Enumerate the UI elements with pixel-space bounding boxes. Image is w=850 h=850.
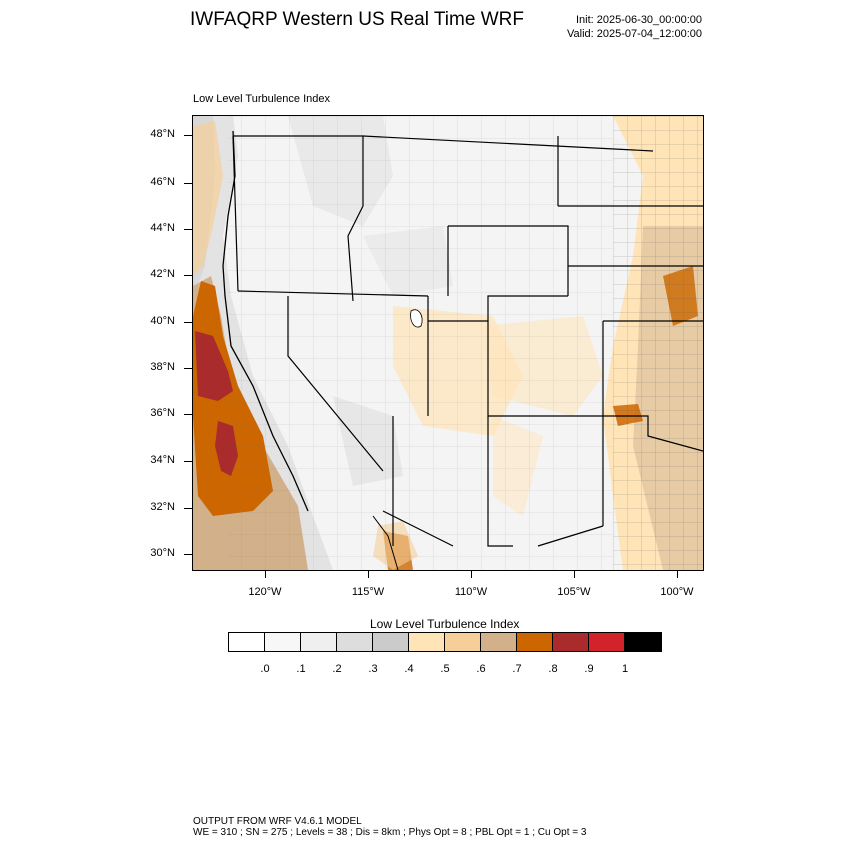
colorbar-swatch	[265, 633, 301, 651]
colorbar-swatch	[337, 633, 373, 651]
colorbar	[228, 632, 662, 652]
model-info-line1: OUTPUT FROM WRF V4.6.1 MODEL	[193, 816, 362, 827]
colorbar-label: .8	[548, 663, 558, 675]
colorbar-swatch	[229, 633, 265, 651]
lat-label: 36°N	[150, 407, 175, 419]
model-info-line2: WE = 310 ; SN = 275 ; Levels = 38 ; Dis …	[193, 827, 587, 838]
lat-tick	[184, 508, 192, 509]
lat-label: 32°N	[150, 501, 175, 513]
valid-time: Valid: 2025-07-04_12:00:00	[567, 28, 702, 40]
lat-tick	[184, 275, 192, 276]
lon-tick	[574, 570, 575, 578]
colorbar-label: .9	[584, 663, 594, 675]
lon-label: 105°W	[557, 586, 591, 598]
lon-label: 110°W	[454, 586, 488, 598]
lat-tick	[184, 368, 192, 369]
lat-label: 46°N	[150, 176, 175, 188]
lat-label: 34°N	[150, 454, 175, 466]
lon-label: 120°W	[248, 586, 282, 598]
turbulence-map	[193, 116, 703, 570]
lat-label: 40°N	[150, 315, 175, 327]
colorbar-label: .0	[260, 663, 270, 675]
lon-tick	[471, 570, 472, 578]
lat-label: 38°N	[150, 361, 175, 373]
lon-tick	[265, 570, 266, 578]
high-turbulence-region	[195, 331, 233, 401]
lat-tick	[184, 229, 192, 230]
lat-tick	[184, 461, 192, 462]
lat-tick	[184, 322, 192, 323]
lat-tick	[184, 554, 192, 555]
lon-label: 100°W	[660, 586, 694, 598]
colorbar-label: .1	[296, 663, 306, 675]
lat-label: 44°N	[150, 222, 175, 234]
init-time: Init: 2025-06-30_00:00:00	[576, 14, 702, 26]
plot-title: IWFAQRP Western US Real Time WRF	[190, 9, 524, 30]
lat-label: 48°N	[150, 128, 175, 140]
field-label: Low Level Turbulence Index	[193, 93, 330, 105]
lat-tick	[184, 414, 192, 415]
lat-label: 30°N	[150, 547, 175, 559]
lon-tick	[677, 570, 678, 578]
colorbar-swatch	[553, 633, 589, 651]
colorbar-label: .3	[368, 663, 378, 675]
colorbar-swatch	[301, 633, 337, 651]
colorbar-title: Low Level Turbulence Index	[370, 617, 520, 631]
great-salt-lake	[410, 309, 423, 328]
colorbar-swatch	[589, 633, 625, 651]
colorbar-swatch	[373, 633, 409, 651]
colorbar-label: 1	[621, 663, 629, 675]
lon-tick	[368, 570, 369, 578]
coastline	[222, 130, 309, 512]
colorbar-label: .7	[512, 663, 522, 675]
colorbar-label: .4	[404, 663, 414, 675]
map-panel	[192, 115, 704, 571]
colorbar-swatch	[481, 633, 517, 651]
colorbar-swatch	[445, 633, 481, 651]
colorbar-label: .5	[440, 663, 450, 675]
lat-label: 42°N	[150, 268, 175, 280]
colorbar-swatch	[625, 633, 661, 651]
lon-label: 115°W	[351, 586, 385, 598]
colorbar-swatch	[517, 633, 553, 651]
colorbar-label: .6	[476, 663, 486, 675]
colorbar-label: .2	[332, 663, 342, 675]
state-boundaries	[232, 135, 703, 547]
colorbar-swatch	[409, 633, 445, 651]
lat-tick	[184, 135, 192, 136]
lat-tick	[184, 183, 192, 184]
